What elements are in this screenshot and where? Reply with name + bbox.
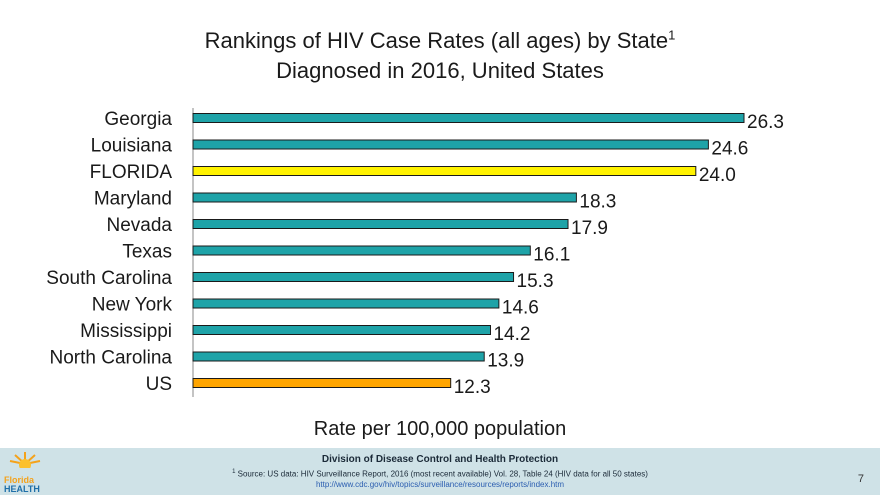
category-label: FLORIDA: [90, 162, 173, 183]
bar: [192, 166, 697, 176]
bar: [192, 351, 485, 362]
bar: [192, 272, 515, 282]
source-note: 1 Source: US data: HIV Surveillance Repo…: [0, 469, 880, 479]
bar: [192, 113, 745, 123]
data-label: 15.3: [517, 271, 554, 292]
source-link[interactable]: http://www.cdc.gov/hiv/topics/surveillan…: [315, 480, 565, 489]
bar: [192, 325, 491, 335]
chart-title: Rankings of HIV Case Rates (all ages) by…: [0, 26, 880, 86]
category-label: US: [146, 374, 172, 395]
bar-chart: Georgia 26.3 Louisiana 24.6 FLORIDA 24.0 Maryl…: [46, 108, 784, 398]
data-label: 17.9: [571, 218, 608, 239]
page-number: 7: [857, 473, 864, 485]
source-footnote-marker: 1: [232, 469, 236, 475]
data-label: 24.0: [699, 165, 736, 186]
category-label: Maryland: [94, 189, 172, 210]
category-label: South Carolina: [46, 268, 172, 289]
data-label: 24.6: [711, 139, 748, 160]
footer: Florida HEALTH Division of Disease Contr…: [0, 448, 880, 495]
bar: [192, 192, 577, 203]
data-label: 18.3: [579, 192, 616, 213]
title-line-1: Rankings of HIV Case Rates (all ages) by…: [204, 28, 669, 53]
data-label: 14.2: [493, 324, 530, 345]
category-label: Louisiana: [91, 136, 173, 157]
data-label: 16.1: [533, 245, 570, 266]
category-label: Nevada: [107, 215, 173, 236]
logo-word-florida: Florida: [4, 475, 35, 485]
data-label: 12.3: [454, 377, 491, 398]
data-label: 14.6: [502, 298, 539, 319]
bar: [192, 298, 500, 309]
category-label: North Carolina: [50, 348, 173, 369]
bar: [192, 378, 452, 388]
category-label: Mississippi: [80, 321, 172, 342]
florida-health-logo: Florida HEALTH: [4, 450, 46, 494]
bar: [192, 139, 709, 150]
data-label: 13.9: [487, 351, 524, 372]
x-axis-label: Rate per 100,000 population: [313, 418, 567, 440]
title-footnote-marker: 1: [668, 27, 676, 43]
bar: [192, 219, 569, 229]
category-label: New York: [92, 295, 173, 316]
data-label: 26.3: [747, 112, 784, 133]
sun-icon: [8, 452, 42, 476]
category-label: Texas: [122, 242, 172, 263]
bar: [192, 245, 531, 256]
category-label: Georgia: [104, 109, 172, 130]
logo-word-health: HEALTH: [4, 484, 40, 494]
division-name: Division of Disease Control and Health P…: [321, 454, 559, 465]
source-text: Source: US data: HIV Surveillance Report…: [237, 469, 648, 479]
title-line-2: Diagnosed in 2016, United States: [276, 58, 604, 83]
